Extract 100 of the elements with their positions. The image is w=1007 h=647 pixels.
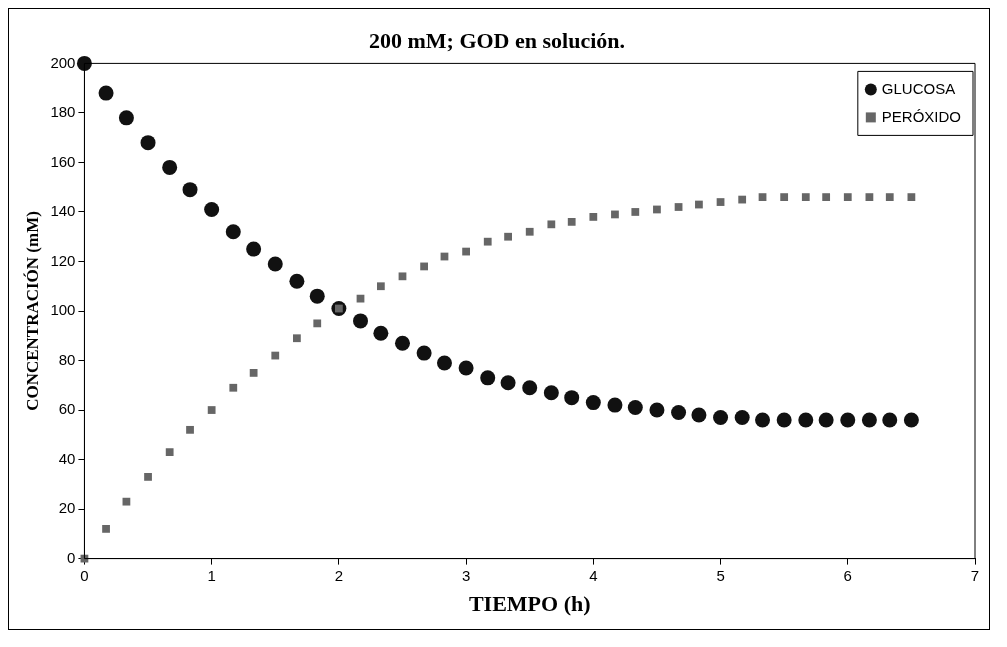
legend-label: GLUCOSA: [881, 79, 956, 97]
point: [716, 198, 725, 206]
point: [225, 224, 241, 240]
point: [653, 205, 661, 214]
point: [204, 201, 220, 217]
point: [504, 232, 512, 241]
point: [353, 313, 369, 329]
point: [525, 227, 534, 236]
point: [567, 217, 576, 226]
point: [356, 294, 365, 303]
point: [713, 409, 729, 425]
point: [691, 407, 707, 423]
point: [755, 412, 771, 428]
chart-title: 200 mM; GOD en solución.: [368, 27, 626, 53]
point: [865, 193, 874, 201]
point: [649, 402, 665, 418]
y-tick-label: 120: [50, 251, 76, 269]
point: [416, 345, 432, 361]
point: [394, 335, 410, 351]
point: [585, 395, 601, 411]
point: [882, 412, 898, 428]
x-tick-label: 0: [80, 566, 89, 584]
point: [801, 193, 810, 201]
point: [186, 425, 194, 434]
y-tick-label: 160: [50, 152, 76, 170]
point: [522, 380, 538, 396]
point: [267, 256, 283, 272]
x-tick-label: 2: [334, 566, 344, 584]
x-tick-label: 5: [716, 566, 725, 584]
point: [840, 412, 856, 428]
point: [102, 525, 110, 533]
point: [229, 383, 238, 392]
point: [436, 355, 452, 371]
x-tick-label: 6: [843, 566, 852, 584]
point: [500, 375, 516, 391]
y-tick-label: 200: [50, 53, 76, 71]
point: [313, 319, 322, 328]
point: [776, 412, 792, 428]
point: [631, 208, 640, 216]
point: [144, 473, 152, 481]
point: [547, 220, 556, 229]
point: [843, 193, 852, 201]
point: [207, 406, 216, 414]
point: [480, 370, 496, 386]
y-tick-label: 140: [50, 202, 76, 220]
point: [674, 203, 683, 211]
point: [122, 497, 131, 506]
point: [818, 412, 834, 428]
point: [376, 282, 385, 291]
point: [182, 182, 198, 198]
point: [738, 195, 747, 204]
y-tick-label: 80: [58, 350, 76, 368]
point: [271, 351, 280, 360]
y-tick-label: 180: [50, 103, 76, 121]
x-tick-label: 7: [970, 566, 980, 584]
point: [758, 193, 767, 201]
point: [611, 210, 619, 219]
point: [398, 272, 407, 281]
point: [458, 360, 474, 376]
point: [98, 85, 114, 101]
point: [671, 405, 687, 421]
point: [564, 390, 580, 406]
point: [780, 193, 789, 201]
point: [118, 110, 134, 126]
point: [289, 273, 305, 289]
point: [246, 241, 262, 257]
point: [798, 412, 814, 428]
x-tick-label: 1: [207, 566, 216, 584]
point: [861, 412, 877, 428]
point: [903, 412, 919, 428]
x-tick-label: 4: [589, 566, 598, 584]
point: [627, 400, 643, 416]
x-axis-title: TIEMPO (h): [468, 591, 591, 617]
x-tick-label: 3: [461, 566, 471, 584]
point: [822, 193, 831, 201]
y-axis-title: CONCENTRACIÓN (mM): [22, 211, 42, 411]
y-tick-label: 20: [58, 499, 76, 517]
point: [309, 288, 325, 304]
point: [589, 213, 598, 221]
point: [543, 385, 559, 401]
y-tick-label: 40: [58, 449, 76, 467]
point: [140, 135, 156, 151]
y-tick-label: 100: [50, 301, 76, 319]
y-tick-label: 60: [58, 400, 76, 418]
point: [249, 369, 258, 377]
point: [734, 409, 750, 425]
point: [420, 262, 429, 271]
point: [607, 397, 623, 413]
point: [462, 247, 470, 256]
point: [695, 200, 703, 209]
point: [293, 334, 301, 343]
point: [76, 55, 92, 71]
point: [162, 159, 178, 175]
point: [373, 325, 389, 341]
point: [907, 193, 916, 201]
legend-label: PERÓXIDO: [881, 107, 962, 125]
point: [483, 237, 492, 246]
point: [165, 448, 174, 457]
point: [885, 193, 894, 201]
y-tick-label: 0: [67, 548, 76, 566]
